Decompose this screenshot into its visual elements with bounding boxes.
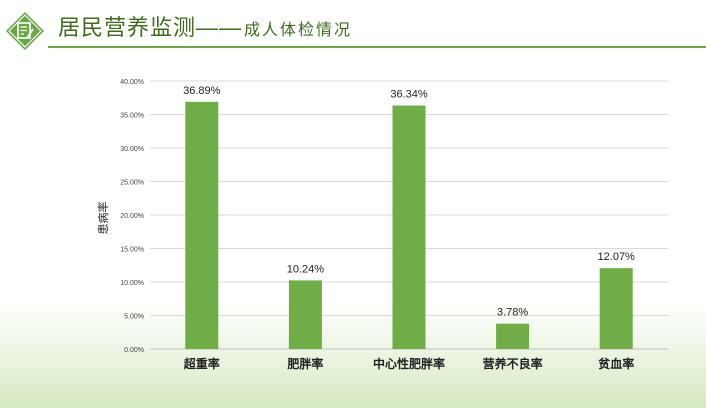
bar-value-label: 3.78% (497, 307, 528, 319)
page-title: 居民营养监测—— 成人体检情况 (58, 12, 352, 44)
chart-x-tick-labels: 超重率 肥胖率 中心性肥胖率 营养不良率 贫血率 (183, 356, 634, 371)
bar-value-label: 12.07% (598, 251, 636, 263)
y-tick-label: 0.00% (124, 347, 144, 354)
bar (599, 268, 633, 349)
bar (185, 101, 219, 349)
y-tick-label: 20.00% (120, 213, 144, 220)
bar (392, 105, 426, 349)
bar-value-label: 36.34% (390, 89, 428, 101)
y-tick-label: 5.00% (124, 314, 144, 321)
page-title-main: 居民营养监测 (58, 15, 197, 40)
chart-y-axis-label: 患病率 (96, 202, 110, 235)
x-tick-label: 中心性肥胖率 (373, 356, 445, 371)
bar-value-label: 10.24% (287, 263, 325, 275)
y-tick-label: 35.00% (120, 113, 144, 120)
document-edit-icon (6, 12, 44, 50)
page-title-sub: 成人体检情况 (244, 22, 353, 39)
bar (288, 280, 322, 349)
x-tick-label: 营养不良率 (483, 356, 543, 371)
y-tick-label: 10.00% (120, 280, 144, 287)
y-tick-label: 25.00% (120, 180, 144, 187)
page-title-dash: —— (196, 15, 243, 40)
slide-header: 居民营养监测—— 成人体检情况 (0, 0, 706, 58)
bar-value-label: 36.89% (183, 85, 221, 97)
y-tick-label: 15.00% (120, 247, 144, 254)
x-tick-label: 超重率 (183, 356, 220, 371)
x-tick-label: 贫血率 (598, 356, 634, 371)
y-tick-label: 40.00% (120, 79, 144, 86)
y-tick-label: 30.00% (120, 146, 144, 153)
chart-y-tick-labels: 0.00% 5.00% 10.00% 15.00% 20.00% 25.00% 30.00%… (120, 79, 144, 354)
chart-bars (185, 101, 633, 349)
bar (496, 323, 530, 349)
x-tick-label: 肥胖率 (287, 356, 323, 371)
header-divider (48, 46, 706, 48)
chart-value-labels: 36.89% 10.24% 36.34% 3.78% 12.07% (183, 85, 635, 319)
